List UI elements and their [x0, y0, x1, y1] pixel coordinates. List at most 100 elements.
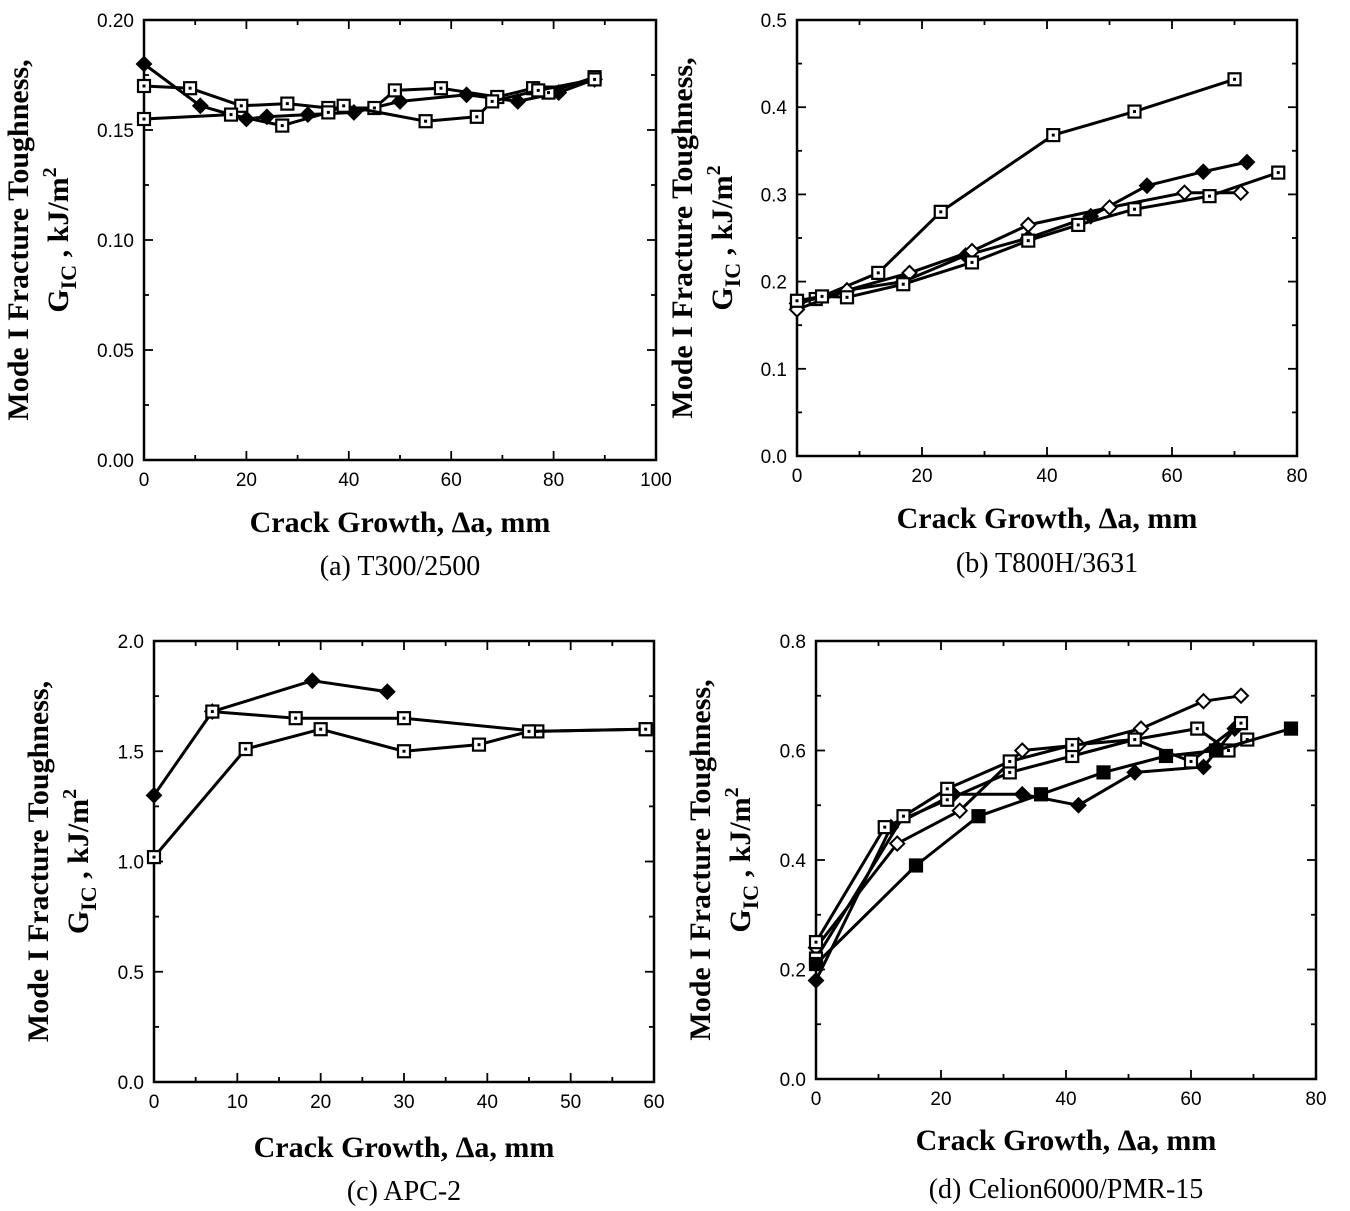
y-tick-label: 0.20 — [97, 11, 134, 32]
y-axis-label-units: GIC , kJ/m2 — [59, 789, 101, 934]
data-point — [391, 92, 409, 110]
data-point-center — [1026, 239, 1030, 243]
data-point — [951, 802, 969, 820]
x-tick-label: 40 — [1036, 466, 1057, 487]
chart-caption: (d) Celion6000/PMR-15 — [929, 1174, 1204, 1205]
plot-frame — [814, 639, 1318, 1081]
data-point — [1138, 177, 1156, 195]
data-point-center — [439, 86, 443, 90]
data-point-center — [970, 260, 974, 264]
data-point-center — [883, 825, 887, 829]
data-point — [908, 858, 924, 873]
data-point-center — [527, 729, 531, 733]
series-line-2 — [814, 721, 1242, 943]
y-tick-label: 0.0 — [118, 1073, 144, 1094]
series-line-4 — [814, 727, 1292, 966]
data-point — [145, 786, 163, 804]
data-point — [509, 92, 527, 110]
data-point-center — [593, 77, 597, 81]
data-point — [1208, 743, 1224, 758]
data-point-center — [1051, 133, 1055, 137]
chart-caption: (c) APC-2 — [347, 1176, 461, 1207]
data-point-center — [1233, 77, 1236, 81]
y-tick-label: 0.0 — [780, 1070, 806, 1091]
series-line-1 — [212, 710, 646, 733]
x-tick-label: 60 — [643, 1092, 664, 1113]
y-tick-label: 0.6 — [780, 742, 806, 763]
data-point — [888, 835, 906, 852]
x-tick-label: 60 — [441, 470, 462, 491]
chart-panel-2: 0 10 20 30 40 50 60 0.0 0.5 1.0 1.5 2.0 Crack Growth… — [22, 632, 665, 1207]
data-point-center — [1276, 171, 1280, 175]
y-axis-label-units: GIC , kJ/m2 — [39, 167, 81, 312]
y-tick-label: 0.15 — [97, 121, 134, 142]
data-point-center — [644, 727, 648, 731]
data-point-center — [1227, 749, 1230, 752]
chart-panel-0: 0 20 40 60 80 100 0.00 0.05 0.10 0.15 0.20 Crack Gr… — [2, 11, 672, 582]
data-point — [1195, 692, 1212, 710]
y-axis-label-units: GIC , kJ/m2 — [721, 787, 763, 932]
data-point-center — [945, 798, 949, 802]
series-line-2 — [796, 191, 1241, 311]
data-point-center — [142, 117, 146, 121]
x-tick-label: 0 — [792, 466, 803, 487]
data-point — [1232, 184, 1250, 202]
data-point — [807, 972, 825, 989]
x-tick-label: 60 — [1161, 466, 1182, 487]
series-line-3 — [814, 727, 1249, 960]
data-point-center — [845, 295, 849, 299]
y-tick-label: 0.5 — [118, 963, 144, 984]
y-tick-label: 1.0 — [118, 853, 144, 874]
data-point-center — [294, 716, 298, 720]
data-point-center — [1008, 770, 1012, 774]
y-tick-label: 0.10 — [97, 231, 134, 252]
chart-caption: (b) T800H/3631 — [956, 548, 1138, 579]
data-point-center — [939, 210, 943, 214]
data-point — [1195, 758, 1212, 776]
data-point-center — [1189, 759, 1193, 763]
x-tick-label: 20 — [930, 1089, 951, 1110]
data-point-center — [326, 110, 330, 114]
data-point — [1194, 163, 1212, 181]
data-point-center — [901, 282, 905, 286]
y-tick-label: 0.4 — [780, 851, 807, 872]
data-point — [1238, 153, 1256, 171]
data-point-center — [1008, 759, 1012, 763]
x-axis-label: Crack Growth, Δa, mm — [250, 506, 551, 539]
x-tick-label: 20 — [310, 1092, 331, 1113]
data-point-center — [876, 271, 880, 275]
x-tick-label: 40 — [477, 1092, 498, 1113]
x-tick-label: 80 — [543, 470, 564, 491]
data-point — [1019, 216, 1037, 234]
data-point — [808, 956, 824, 972]
series-line-0 — [152, 679, 388, 797]
data-point-center — [1239, 721, 1243, 725]
x-tick-label: 0 — [139, 470, 150, 491]
data-point — [1126, 763, 1144, 781]
data-point — [1101, 199, 1118, 216]
data-point — [378, 683, 396, 701]
data-point — [1070, 796, 1087, 814]
y-tick-label: 0.4 — [761, 98, 788, 119]
data-point-center — [1245, 738, 1249, 742]
y-tick-label: 0.05 — [97, 341, 134, 362]
y-tick-label: 0.2 — [780, 961, 806, 982]
data-point-center — [1208, 194, 1211, 198]
data-point-center — [393, 88, 397, 92]
chart-panel-1: 0 20 40 60 80 0.0 0.1 0.2 0.3 0.4 0.5 Crack Growth,… — [666, 11, 1308, 579]
data-point-center — [475, 115, 479, 119]
data-point — [1176, 184, 1193, 202]
x-tick-label: 50 — [560, 1092, 581, 1113]
data-point-center — [372, 106, 376, 110]
y-tick-label: 0.00 — [97, 451, 134, 472]
x-tick-label: 30 — [393, 1092, 414, 1113]
data-point-center — [1076, 223, 1080, 227]
plot-frame — [795, 18, 1299, 458]
data-point-center — [1133, 207, 1136, 211]
data-point-center — [319, 727, 323, 731]
data-point — [1033, 787, 1049, 802]
data-point-center — [1070, 743, 1074, 747]
y-tick-label: 1.5 — [118, 742, 144, 763]
data-point-center — [1070, 754, 1074, 758]
data-point — [303, 672, 321, 690]
